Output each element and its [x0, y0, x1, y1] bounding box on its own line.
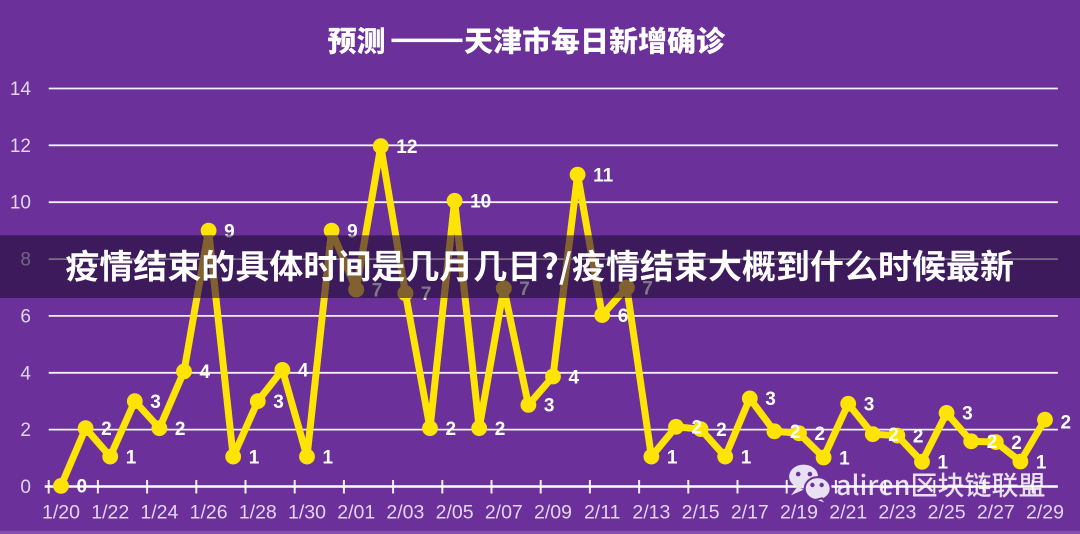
svg-text:0: 0 — [20, 477, 31, 498]
svg-text:4: 4 — [20, 363, 31, 384]
svg-text:4: 4 — [200, 362, 211, 383]
svg-text:2: 2 — [716, 420, 727, 441]
svg-text:1: 1 — [323, 447, 334, 468]
svg-text:1: 1 — [249, 447, 260, 468]
svg-text:3: 3 — [273, 392, 284, 413]
svg-text:2/27: 2/27 — [977, 501, 1015, 523]
svg-text:2/03: 2/03 — [386, 501, 424, 523]
svg-text:9: 9 — [347, 221, 358, 242]
svg-text:3: 3 — [765, 389, 776, 410]
svg-text:1/22: 1/22 — [91, 501, 129, 523]
svg-text:2: 2 — [987, 432, 998, 453]
svg-text:2: 2 — [790, 422, 801, 443]
svg-text:9: 9 — [224, 221, 235, 242]
svg-text:2/01: 2/01 — [337, 501, 375, 523]
svg-text:2: 2 — [446, 419, 457, 440]
svg-text:2/15: 2/15 — [682, 501, 720, 523]
svg-text:1/24: 1/24 — [140, 501, 178, 523]
svg-text:6: 6 — [618, 306, 629, 327]
svg-text:2: 2 — [20, 420, 31, 441]
svg-text:2/07: 2/07 — [485, 501, 523, 523]
svg-text:6: 6 — [20, 306, 31, 327]
svg-text:2: 2 — [815, 424, 826, 445]
svg-text:2: 2 — [175, 419, 186, 440]
svg-text:1: 1 — [741, 447, 752, 468]
svg-text:1: 1 — [667, 447, 678, 468]
svg-text:2/21: 2/21 — [829, 501, 867, 523]
svg-text:14: 14 — [10, 79, 32, 100]
svg-text:3: 3 — [544, 396, 555, 417]
svg-text:3: 3 — [962, 404, 973, 425]
svg-text:10: 10 — [470, 192, 491, 213]
svg-text:2/05: 2/05 — [436, 501, 474, 523]
svg-text:1/26: 1/26 — [190, 501, 228, 523]
svg-text:1: 1 — [938, 453, 949, 474]
svg-text:0: 0 — [77, 477, 88, 498]
svg-text:1: 1 — [1036, 452, 1047, 473]
svg-text:1/30: 1/30 — [288, 501, 326, 523]
svg-text:2: 2 — [1061, 412, 1072, 433]
svg-text:12: 12 — [396, 137, 417, 158]
svg-text:2/29: 2/29 — [1026, 501, 1064, 523]
svg-text:3: 3 — [150, 392, 161, 413]
svg-text:2: 2 — [1011, 433, 1022, 454]
svg-text:2/13: 2/13 — [632, 501, 670, 523]
svg-text:1/20: 1/20 — [42, 501, 80, 523]
svg-text:11: 11 — [593, 165, 614, 186]
svg-text:2/19: 2/19 — [780, 501, 818, 523]
svg-text:10: 10 — [10, 193, 31, 214]
svg-text:1: 1 — [126, 447, 137, 468]
svg-text:2/11: 2/11 — [584, 501, 621, 523]
svg-text:2/09: 2/09 — [534, 501, 572, 523]
svg-text:2/23: 2/23 — [878, 501, 916, 523]
svg-text:2: 2 — [495, 419, 506, 440]
svg-text:2: 2 — [888, 425, 899, 446]
svg-text:4: 4 — [569, 367, 580, 388]
svg-text:1/28: 1/28 — [239, 501, 277, 523]
svg-text:3: 3 — [864, 395, 875, 416]
svg-text:2: 2 — [101, 419, 112, 440]
svg-text:4: 4 — [298, 361, 309, 382]
svg-text:12: 12 — [10, 136, 31, 157]
svg-text:2/17: 2/17 — [731, 501, 769, 523]
svg-text:2/25: 2/25 — [928, 501, 966, 523]
svg-text:1: 1 — [839, 448, 850, 469]
svg-text:2: 2 — [692, 418, 703, 439]
svg-text:2: 2 — [913, 426, 924, 447]
